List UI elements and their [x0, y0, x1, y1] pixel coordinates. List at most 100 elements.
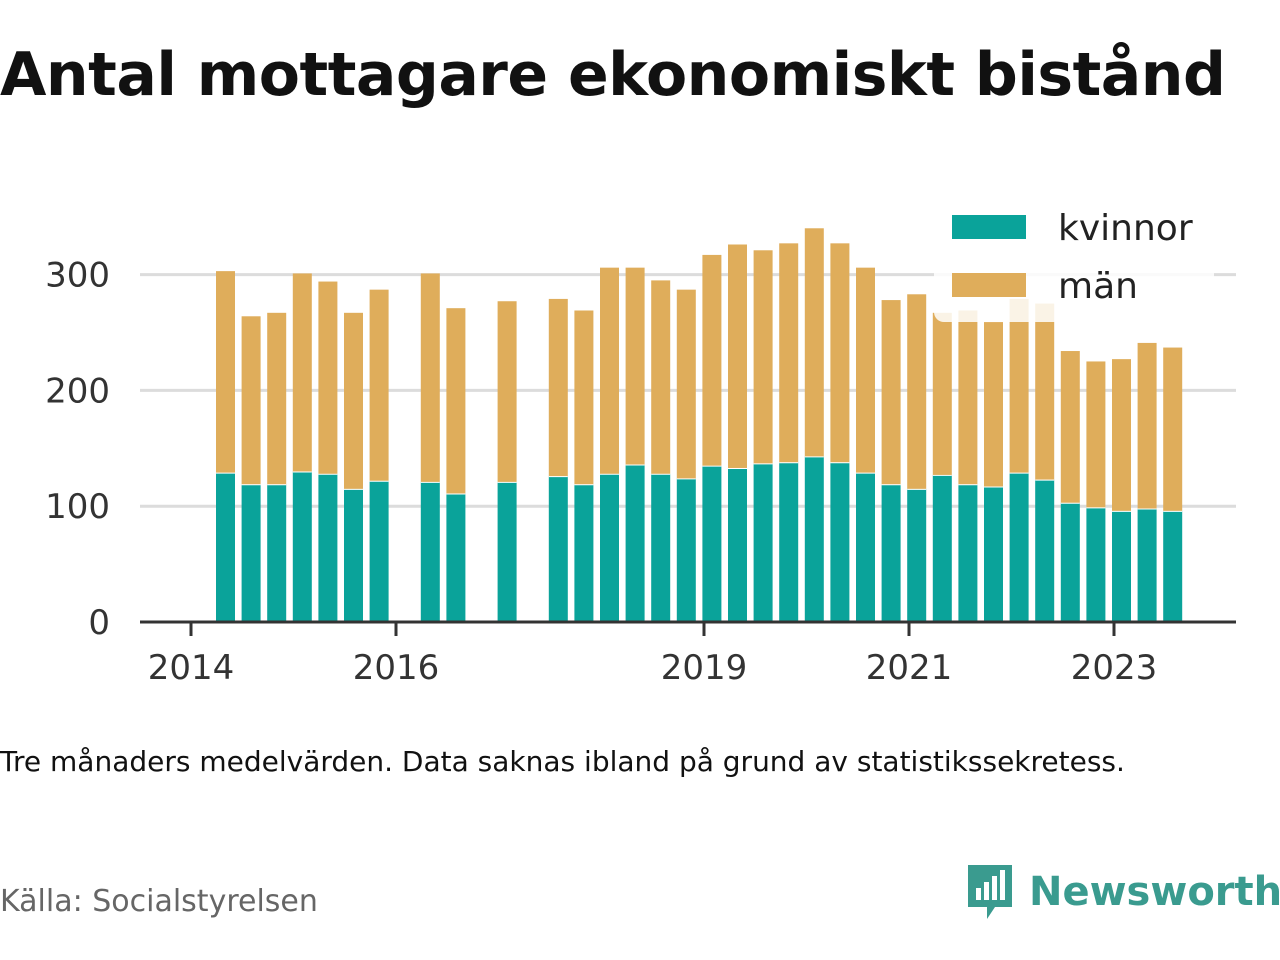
bar-kvinnor [216, 472, 235, 622]
bar-man [932, 312, 952, 475]
bar-man [753, 250, 773, 464]
bar-man [574, 310, 594, 485]
bar-kvinnor [856, 472, 875, 622]
x-tick-label: 2021 [866, 648, 953, 688]
legend: kvinnor män [934, 200, 1214, 322]
bar-kvinnor [1086, 507, 1106, 622]
bar-stack [344, 312, 363, 622]
bar-kvinnor [420, 481, 440, 622]
legend-label: kvinnor [1058, 208, 1193, 249]
bar-stack [625, 267, 645, 622]
legend-swatch-man [952, 273, 1026, 297]
bar-stack [548, 298, 568, 622]
bar-man [1086, 361, 1106, 508]
bar-stack [856, 267, 875, 622]
bar-stack [932, 312, 952, 622]
axes: 0 100 200 300 2014 2016 2019 2021 2023 [45, 256, 1236, 688]
bar-stack [497, 301, 517, 622]
x-tick-label: 2023 [1071, 648, 1158, 688]
bar-chart: 0 100 200 300 2014 2016 2019 2021 2023 kvinnor mä… [45, 200, 1236, 688]
bar-kvinnor [1009, 472, 1029, 622]
bar-man [369, 289, 389, 481]
bar-stack [702, 254, 722, 622]
newsworthy-logo-icon [968, 865, 1012, 919]
bar-stack [600, 267, 619, 622]
chart-title: Antal mottagare ekonomiskt bistånd [0, 40, 1226, 110]
bar-kvinnor [344, 488, 363, 622]
bar-man [1035, 303, 1055, 480]
bar-stack [216, 271, 235, 622]
bar-kvinnor [241, 484, 261, 622]
bar-man [651, 280, 671, 474]
bar-man [907, 294, 927, 489]
bar-kvinnor [676, 478, 696, 622]
bar-kvinnor [1163, 510, 1183, 622]
bar-kvinnor [625, 464, 645, 622]
bar-stack [804, 228, 824, 622]
bar-man [1060, 351, 1080, 503]
bar-stack [651, 280, 671, 622]
bar-stack [1086, 361, 1106, 622]
bar-man [676, 289, 696, 479]
bar-kvinnor [318, 473, 338, 622]
bar-man [241, 316, 261, 485]
bar-kvinnor [830, 462, 850, 622]
bar-man [1137, 342, 1157, 509]
y-tick-label: 300 [45, 256, 110, 296]
legend-swatch-kvinnor [952, 215, 1026, 239]
bar-stack [1060, 351, 1080, 622]
bar-man [728, 244, 747, 468]
bar-kvinnor [1035, 479, 1055, 622]
bar-man [318, 281, 338, 474]
bar-stack [830, 243, 850, 622]
bar-stack [574, 310, 594, 622]
bar-stack [881, 300, 901, 622]
y-tick-label: 100 [45, 487, 110, 527]
bar-man [958, 310, 978, 485]
x-tick-label: 2014 [148, 648, 235, 688]
bar-kvinnor [984, 486, 1003, 622]
y-tick-label: 200 [45, 371, 110, 411]
bar-man [216, 271, 235, 473]
bar-man [600, 267, 619, 474]
bar-man [344, 312, 363, 489]
bar-kvinnor [548, 476, 568, 622]
bar-man [804, 228, 824, 457]
bar-stack [1035, 303, 1055, 622]
bar-kvinnor [1112, 510, 1131, 622]
bar-kvinnor [958, 484, 978, 622]
bar-kvinnor [753, 463, 773, 622]
bar-kvinnor [369, 480, 389, 622]
bar-kvinnor [1060, 502, 1080, 622]
bar-stack [728, 244, 747, 622]
y-tick-label: 0 [88, 603, 110, 643]
x-tick-label: 2019 [661, 648, 748, 688]
bar-man [1112, 359, 1131, 511]
bar-kvinnor [600, 473, 619, 622]
bar-stack [1163, 347, 1183, 622]
bar-kvinnor [881, 484, 901, 622]
brand-name: Newsworthy [1029, 869, 1280, 915]
bar-man [420, 273, 440, 482]
bar-man [856, 267, 875, 473]
bar-man [267, 312, 287, 485]
bar-man [779, 243, 799, 463]
bar-kvinnor [574, 484, 594, 622]
bar-stack [984, 322, 1003, 622]
bar-kvinnor [267, 484, 287, 622]
bar-stack [420, 273, 440, 622]
bar-stack [241, 316, 261, 622]
bar-kvinnor [1137, 508, 1157, 622]
bar-man [292, 273, 312, 472]
bar-stack [779, 243, 799, 622]
bar-man [446, 308, 466, 494]
bar-stack [292, 273, 312, 622]
bar-man [497, 301, 517, 482]
bar-kvinnor [804, 456, 824, 622]
bar-man [984, 322, 1003, 487]
bar-kvinnor [497, 481, 517, 622]
bar-stack [676, 289, 696, 622]
bar-kvinnor [446, 493, 466, 622]
bar-stack [1009, 298, 1029, 622]
brand-logo[interactable]: Newsworthy [965, 862, 1280, 922]
